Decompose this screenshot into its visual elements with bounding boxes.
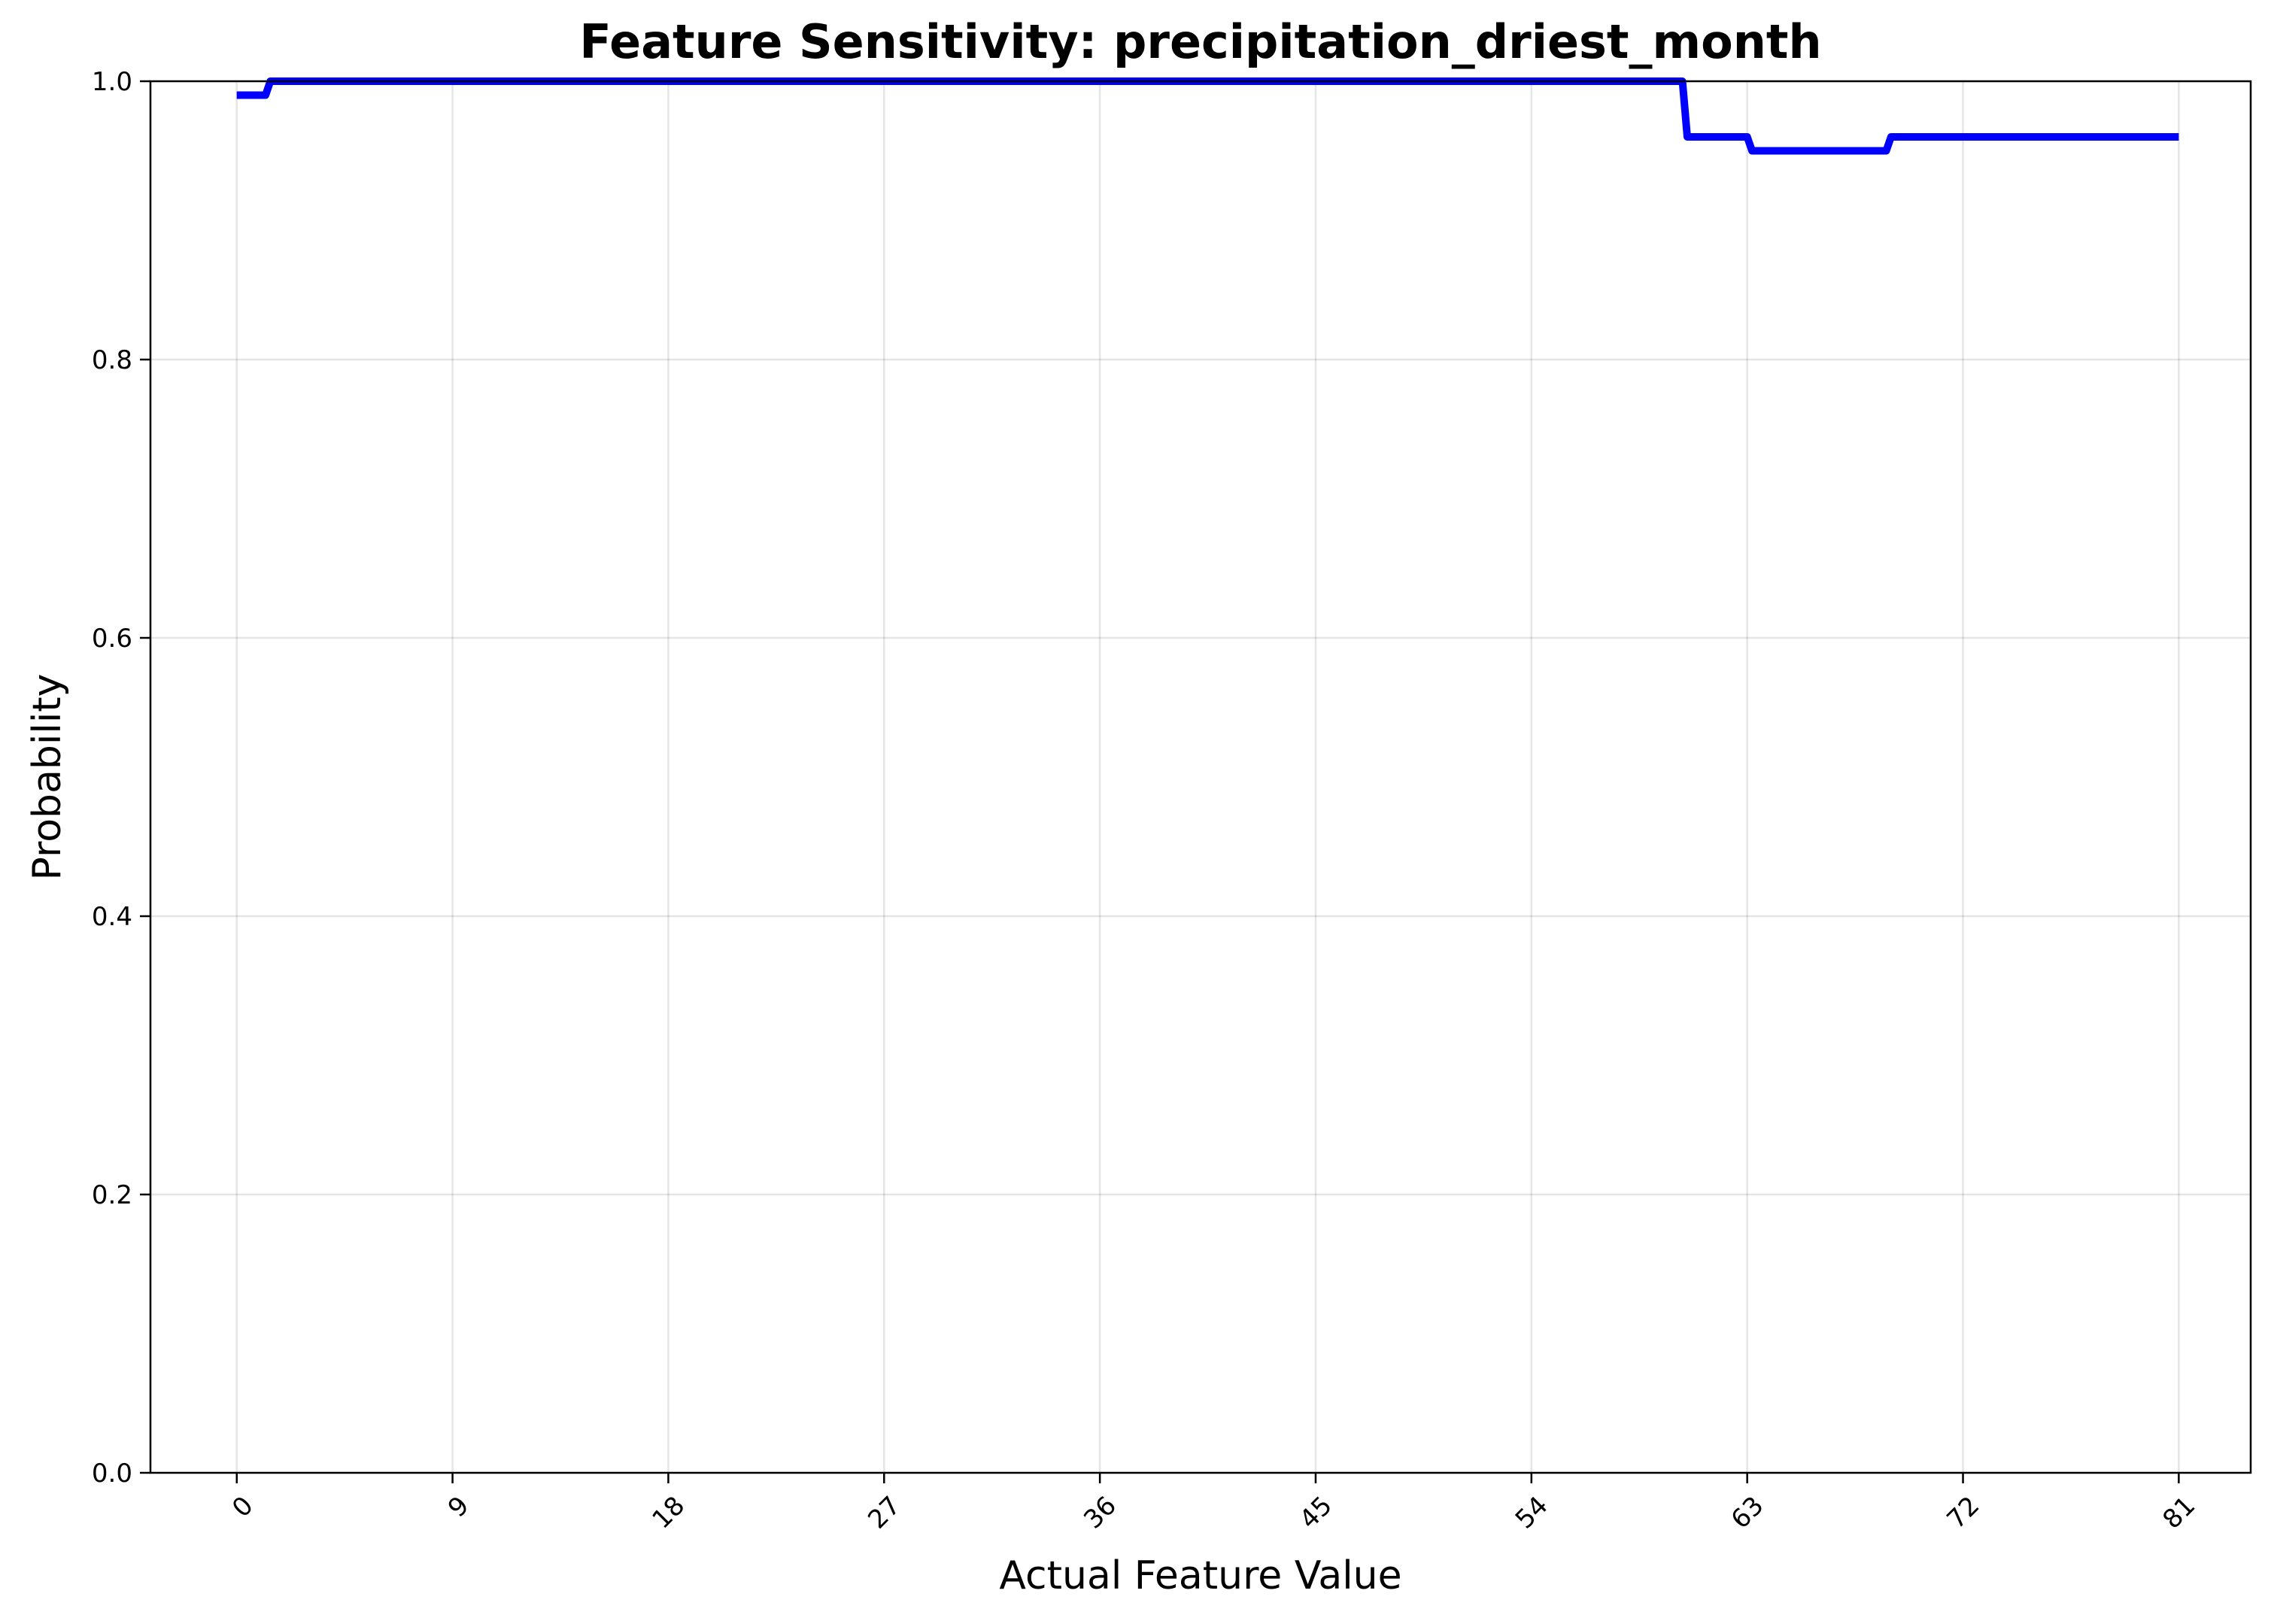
y-tick-label: 0.0 [92,1459,132,1489]
series-line [236,77,2179,155]
series-layer [236,77,2179,155]
x-axis-label: Actual Feature Value [999,1553,1401,1598]
chart-title: Feature Sensitivity: precipitation_dries… [579,14,1821,69]
axes-frame [149,80,2252,1474]
y-tick-label: 0.6 [92,624,132,654]
y-axis-label: Probability [25,674,70,881]
y-tick-label: 0.8 [92,345,132,375]
y-tick-label: 0.2 [92,1180,132,1210]
y-tick-label: 1.0 [92,67,132,97]
y-tick-label: 0.4 [92,902,132,932]
